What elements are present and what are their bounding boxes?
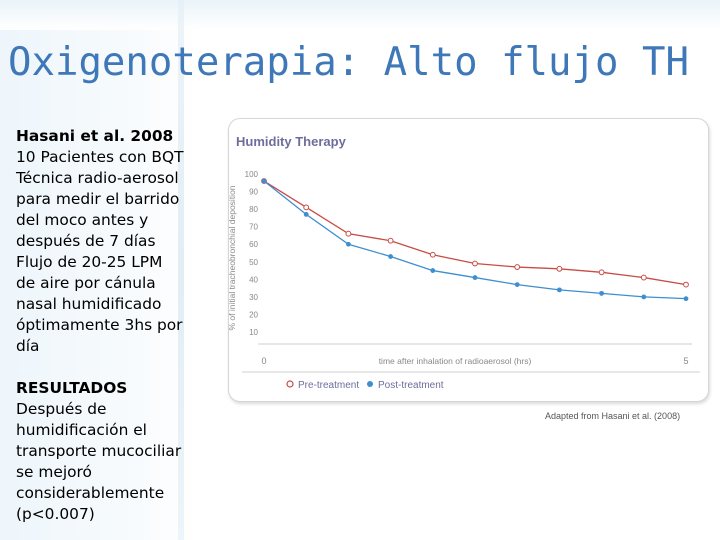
pre-treatment-point: [472, 260, 478, 267]
results-line: (p<0.007): [16, 505, 95, 523]
pre-treatment-point: [303, 204, 310, 211]
body-line: después de 7 días: [16, 232, 156, 250]
body-line: para medir el barrido: [16, 190, 180, 208]
chart-panel: [228, 118, 709, 402]
legend-post-marker: [367, 381, 373, 387]
body-line: de aire por cánula: [16, 274, 156, 292]
post-treatment-point: [261, 178, 267, 184]
study-heading: Hasani et al. 2008: [16, 127, 174, 145]
pre-treatment-point: [345, 230, 352, 237]
x-axis-label: time after inhalation of radioaerosol (h…: [379, 356, 532, 366]
y-tick-label: 60: [249, 240, 258, 249]
post-treatment-point: [430, 268, 436, 273]
post-treatment-point: [557, 287, 562, 293]
y-tick-label: 90: [249, 188, 258, 197]
pre-treatment-line: [263, 180, 687, 286]
left-decoration: [0, 0, 200, 540]
y-tick-label: 20: [249, 310, 258, 319]
slide-title: Oxigenoterapia: Alto flujo TH: [8, 40, 689, 85]
legend-pre-marker: [286, 380, 294, 388]
y-axis-label: % of initial tracheobronchial deposition: [227, 185, 237, 330]
pre-treatment-point: [598, 269, 605, 276]
y-tick-label: 80: [249, 205, 258, 214]
results-heading: RESULTADOS: [16, 379, 128, 397]
y-tick-label: 10: [249, 328, 258, 337]
post-treatment-point: [388, 254, 393, 259]
results-line: considerablemente: [16, 484, 165, 502]
body-line: óptimamente 3hs por: [16, 316, 183, 334]
body-line: Técnica radio-aerosol: [16, 169, 179, 187]
post-treatment-point: [514, 282, 520, 287]
y-tick-label: 40: [249, 275, 258, 284]
body-line: día: [16, 337, 40, 355]
post-treatment-point: [683, 296, 689, 302]
post-treatment-point: [472, 275, 478, 280]
post-treatment-point: [599, 290, 604, 296]
body-line: del moco antes y: [16, 211, 149, 229]
results-line: se mejoró: [16, 463, 92, 481]
pre-treatment-point: [640, 274, 647, 281]
y-tick-label: 100: [245, 170, 259, 179]
pre-treatment-point: [429, 251, 436, 258]
body-line: nasal humidificado: [16, 295, 162, 313]
post-treatment-point: [303, 211, 309, 217]
legend-pre-label: Pre-treatment: [298, 380, 359, 391]
body-textbox: Hasani et al. 2008 10 Pacientes con BQT …: [16, 126, 206, 525]
pre-treatment-point: [556, 265, 563, 272]
results-line: transporte mucociliar: [16, 442, 182, 460]
chart-title: Humidity Therapy: [236, 134, 346, 149]
post-treatment-point: [346, 241, 351, 247]
pre-treatment-point: [683, 281, 689, 288]
x-tick-label: 5: [683, 356, 688, 366]
post-treatment-line: [263, 180, 687, 300]
body-line: Flujo de 20-25 LPM: [16, 253, 163, 271]
post-treatment-point: [641, 294, 647, 300]
vertical-decoration: [178, 0, 184, 540]
results-line: humidificación el: [16, 421, 147, 439]
y-tick-label: 30: [249, 293, 258, 302]
body-line: 10 Pacientes con BQT: [16, 148, 184, 166]
results-line: Después de: [16, 400, 107, 418]
y-tick-label: 50: [249, 258, 258, 267]
pre-treatment-point: [514, 264, 521, 270]
pre-treatment-point: [387, 237, 394, 244]
top-decoration: [0, 0, 720, 30]
legend-post-label: Post-treatment: [378, 380, 444, 391]
y-tick-label: 70: [249, 223, 258, 232]
x-tick-label: 0: [261, 356, 266, 366]
source-caption: Adapted from Hasani et al. (2008): [545, 411, 681, 421]
